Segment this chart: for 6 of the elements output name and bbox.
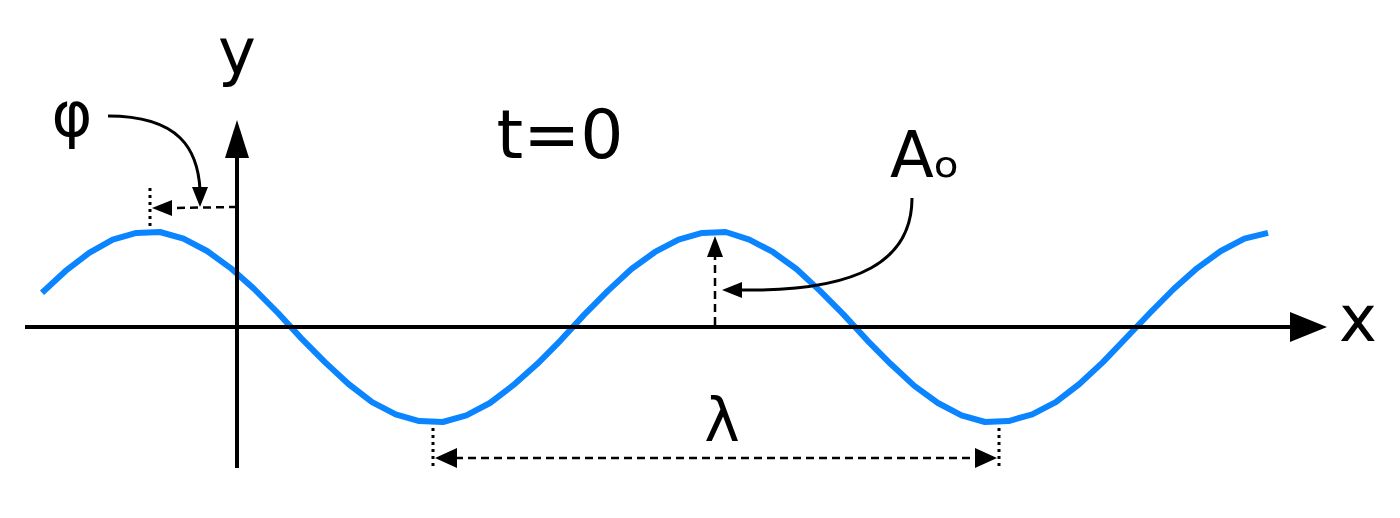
- x-axis-title: x: [1339, 282, 1377, 356]
- text: φ: [51, 78, 93, 151]
- text: t=0: [496, 95, 624, 174]
- annotation: λ: [704, 385, 740, 455]
- y-axis-title: y: [218, 15, 256, 89]
- text: Aₒ: [889, 118, 961, 192]
